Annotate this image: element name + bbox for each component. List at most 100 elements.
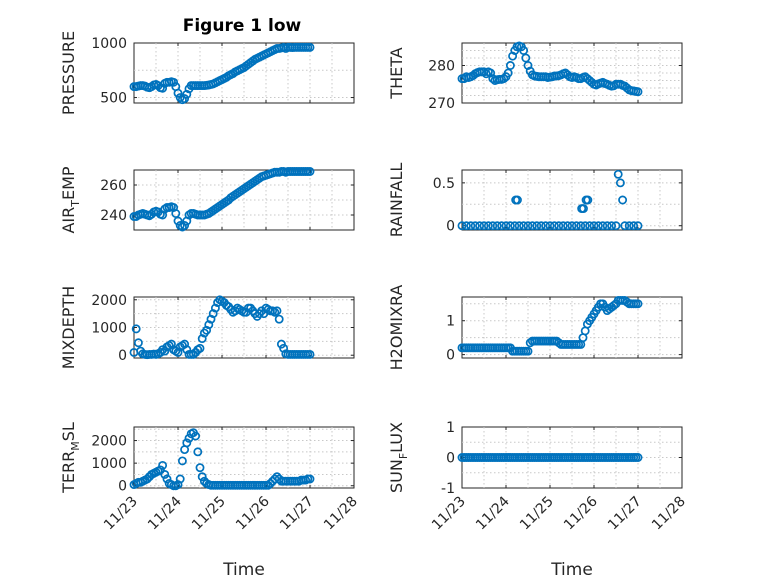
series-markers [457,295,643,356]
data-point [618,195,628,205]
series-markers [129,167,315,232]
data-point [182,89,192,99]
data-point [182,438,192,448]
data-point [503,68,513,78]
data-point [191,431,201,441]
data-point [554,221,564,231]
panel-rainfall: 0 0.5 RAINFALL [387,163,683,237]
data-point [274,314,284,324]
data-point [521,53,531,63]
y-tick-label: -1 [441,481,455,497]
data-point [593,221,603,231]
x-tick-label: 11/27 [605,494,645,534]
data-point [541,221,551,231]
y-tick-label: 2000 [91,434,127,450]
data-point [158,83,168,93]
data-point [488,221,498,231]
data-point [505,221,515,231]
y-tick-label: 270 [428,96,455,112]
data-point [545,221,555,231]
series-markers [457,453,643,462]
data-point [558,221,568,231]
series-markers [129,42,315,105]
data-point [479,221,489,231]
data-point [519,221,529,231]
data-point [175,474,185,484]
data-point [483,221,493,231]
y-tick-label: 1 [446,314,455,330]
data-point [180,94,190,104]
data-point [305,42,315,52]
data-point [173,216,183,226]
data-point [305,167,315,176]
x-tick-label: 11/25 [189,494,229,534]
data-point [162,474,172,484]
data-point [629,221,639,231]
y-tick-label: 1000 [91,321,127,337]
data-point [571,221,581,231]
data-point [470,221,480,231]
y-tick-label: 0 [446,219,455,235]
data-point [173,88,183,98]
x-axis-label: Time [550,560,593,580]
y-axis-label: THETA [387,47,406,99]
y-tick-label: 1000 [91,36,127,52]
data-point [615,178,625,188]
data-point [514,221,524,231]
data-point [265,479,275,488]
data-point [527,221,537,231]
data-point [158,460,168,470]
data-point [305,474,315,484]
panel-pressure: 500 1000 PRESSURE [59,31,355,115]
data-point [466,221,476,231]
data-point [193,447,203,457]
data-point [188,349,198,359]
x-tick-label: 11/27 [277,494,317,534]
data-point [512,195,522,205]
data-point [481,69,491,79]
x-tick-label: 11/26 [233,493,273,533]
panel-air-temp: 240 260 AIRTEMP [59,166,355,234]
series-markers [129,428,315,491]
y-tick-label: 0 [118,348,127,364]
data-point [589,221,599,231]
data-point [492,221,502,231]
y-axis-label: H2OMIXRA [387,285,406,371]
panel-mixdepth: 0 1000 2000 MIXDEPTH [59,286,355,369]
data-point [272,472,282,482]
data-point [624,221,634,231]
data-point [195,463,205,473]
data-point [607,221,617,231]
data-point [133,338,143,348]
panel-theta: 270 280 THETA [387,41,683,112]
data-point [169,77,179,87]
data-point [180,221,190,230]
data-point [475,221,485,231]
plot-area [133,42,355,104]
plot-area [461,169,683,231]
y-tick-label: 260 [100,178,127,194]
data-point [633,221,643,231]
y-tick-label: 0 [446,348,455,364]
data-point [580,221,590,231]
y-axis-label: MIXDEPTH [59,286,78,369]
data-point [195,343,205,353]
data-point [585,221,595,231]
data-point [519,46,529,55]
series-markers [457,41,643,97]
series-markers [457,169,643,231]
data-point [633,453,643,462]
y-tick-label: 280 [428,59,455,75]
data-point [633,299,643,309]
data-point [620,221,630,231]
y-tick-label: 2000 [91,293,127,309]
figure-title: Figure 1 low [183,16,302,36]
data-point [160,469,170,479]
data-point [501,221,511,231]
y-axis-label: TERRMSL [59,422,82,494]
x-tick-label: 11/24 [473,493,513,533]
x-axis-label: Time [222,560,265,580]
data-point [131,324,141,334]
y-axis-label: PRESSURE [59,31,78,115]
